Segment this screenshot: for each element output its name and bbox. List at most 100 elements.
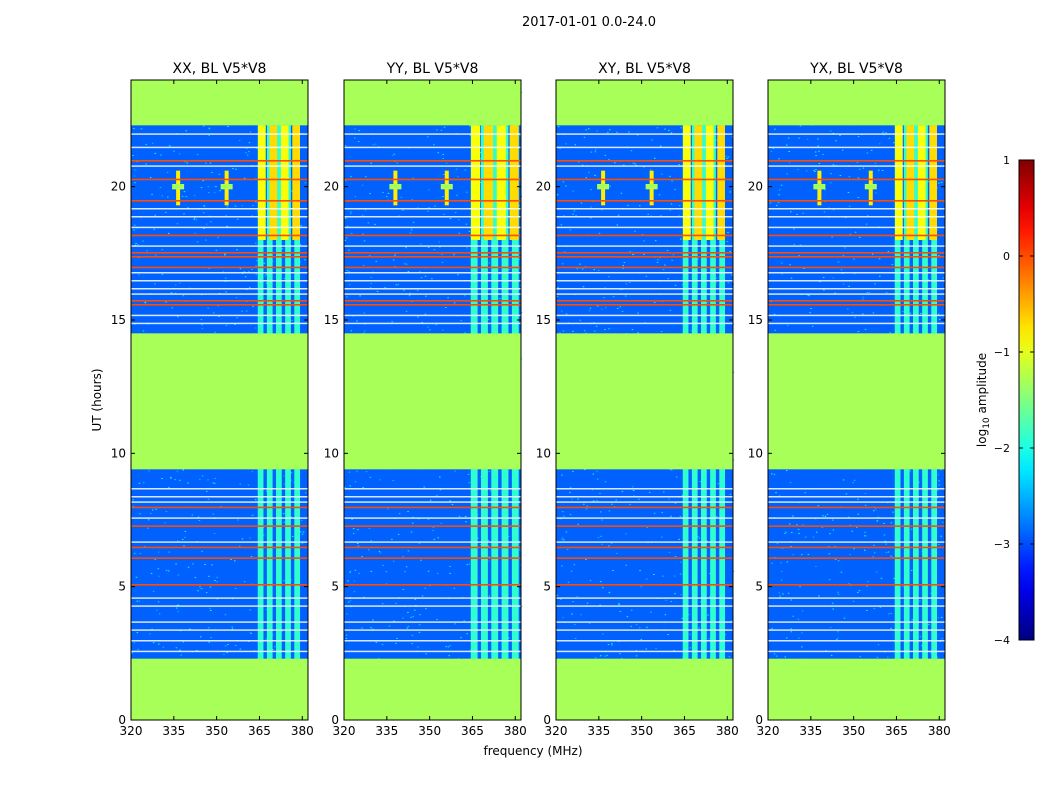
white-row [131,629,308,631]
orange-row [131,266,308,269]
x-tick-label: 350 [630,724,653,738]
x-tick-label: 335 [375,724,398,738]
y-tick-label: 20 [324,180,339,194]
colorbar-label-main: log [975,429,989,447]
source-blob-halo [864,184,877,190]
orange-row [131,234,308,237]
x-tick-label: 380 [504,724,527,738]
white-row [131,165,308,167]
orange-row [344,160,521,162]
white-row [768,314,945,317]
white-row [131,216,308,218]
panel-2: XY, BL V5*V8 320 335 350 365 380 0 5 10 15 20 [536,61,739,738]
y-tick-label: 20 [748,180,763,194]
white-row [344,650,521,653]
orange-row [131,584,308,586]
x-tick-label: 380 [291,724,314,738]
x-tick-label: 320 [333,724,356,738]
white-row [768,133,945,135]
x-tick-label: 320 [120,724,143,738]
white-row [131,541,308,543]
white-row [344,605,521,607]
orange-row [768,546,945,549]
white-row [344,597,521,599]
source-blob-halo [813,184,826,190]
y-tick-label: 15 [111,313,126,327]
colorbar-tick-label: −1 [994,346,1010,359]
white-row [344,226,521,229]
white-row [131,146,308,149]
white-row [344,245,521,247]
orange-row [556,546,733,549]
white-row [768,293,945,295]
y-tick-label: 15 [748,313,763,327]
colorbar-tick-label: −2 [994,442,1010,455]
y-tick-label: 20 [111,180,126,194]
white-row [768,541,945,543]
white-row [768,146,945,149]
white-row [344,288,521,290]
flagged-block [131,658,308,720]
white-row [768,501,945,503]
flagged-block [344,333,521,470]
x-tick-label: 380 [928,724,951,738]
high-intensity-streak [269,125,278,240]
white-row [344,629,521,631]
white-row [556,597,733,599]
y-tick-label: 5 [331,580,339,594]
x-tick-label: 365 [673,724,696,738]
y-axis-label: UT (hours) [90,368,104,431]
orange-row [344,200,521,202]
flagged-block [768,333,945,470]
x-tick-label: 320 [545,724,568,738]
white-row [768,640,945,642]
flagged-block [344,80,521,126]
white-row [344,496,521,498]
panel-title: YY, BL V5*V8 [386,61,479,77]
white-row [556,621,733,623]
orange-row [556,252,733,254]
flagged-block [556,80,733,126]
white-row [556,133,733,135]
y-tick-label: 5 [543,580,551,594]
colorbar-label-sub: 10 [982,417,992,429]
white-row [768,517,945,519]
high-intensity-streak [895,125,903,240]
white-row [768,605,945,607]
white-row [131,605,308,607]
colorbar: −4 −3 −2 −1 0 1 log10 amplitude [975,154,1035,647]
white-row [344,293,521,295]
high-intensity-streak [705,125,714,240]
figure-suptitle: 2017-01-01 0.0-24.0 [522,15,656,30]
orange-row [768,304,945,306]
white-row [344,133,521,135]
orange-row [768,252,945,254]
white-row [556,280,733,282]
source-blob-halo [220,184,233,190]
white-row [131,133,308,135]
high-intensity-streak [258,125,266,240]
white-row [768,208,945,210]
white-row [344,314,521,317]
y-tick-label: 20 [536,180,551,194]
white-row [131,314,308,317]
x-tick-label: 350 [418,724,441,738]
white-row [131,517,308,519]
white-row [344,621,521,623]
white-row [556,488,733,490]
source-blob-halo [440,184,453,190]
orange-row [131,200,308,202]
x-tick-label: 350 [842,724,865,738]
flagged-block [768,80,945,126]
panel-title: YX, BL V5*V8 [809,61,903,77]
flagged-block [131,80,308,126]
orange-row [131,300,308,302]
orange-row [768,506,945,509]
x-tick-label: 335 [587,724,610,738]
orange-row [768,178,945,181]
white-row [768,629,945,631]
axes-frame [343,79,522,721]
x-axis-label: frequency (MHz) [483,744,582,758]
white-row [131,640,308,642]
